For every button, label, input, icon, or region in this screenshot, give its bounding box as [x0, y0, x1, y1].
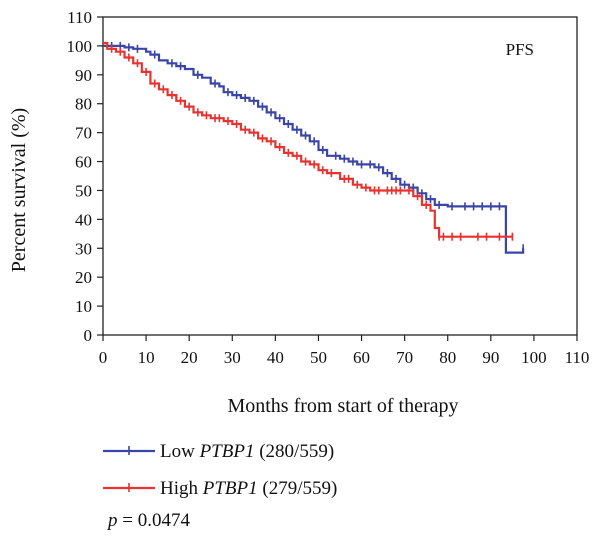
legend-label-gene: PTBP1	[202, 478, 258, 499]
y-axis: 0 10 20 30 40 50 60 70 80 90 100 110	[67, 8, 103, 345]
legend-label: Low PTBP1 (280/559)	[160, 441, 334, 462]
y-tick-label: 80	[75, 95, 92, 114]
series-low-ptbp1	[103, 41, 525, 254]
legend: Low PTBP1 (280/559) High PTBP1 (279/559)	[103, 441, 337, 499]
plot-area: 0 10 20 30 40 50 60 70 80 90 100 110 0 10 20 30 40 50 60 7…	[67, 8, 590, 367]
y-tick-label: 70	[75, 124, 92, 143]
x-tick-label: 100	[521, 348, 547, 367]
x-tick-label: 60	[353, 348, 370, 367]
y-tick-label: 100	[67, 37, 93, 56]
legend-label-prefix: High	[160, 478, 203, 499]
x-tick-label: 90	[482, 348, 499, 367]
legend-item-high: High PTBP1 (279/559)	[103, 478, 337, 499]
y-tick-label: 50	[75, 181, 92, 200]
y-tick-label: 10	[75, 297, 92, 316]
y-tick-label: 0	[84, 326, 93, 345]
legend-label-prefix: Low	[160, 441, 200, 462]
p-value-text: = 0.0474	[118, 510, 191, 531]
y-tick-label: 40	[75, 210, 92, 229]
x-tick-label: 40	[267, 348, 284, 367]
y-tick-label: 90	[75, 66, 92, 85]
x-axis: 0 10 20 30 40 50 60 70 80 90 100 110	[99, 335, 590, 367]
x-tick-label: 0	[99, 348, 108, 367]
survival-curve	[103, 44, 525, 254]
pfs-annotation: PFS	[506, 40, 534, 59]
y-tick-label: 60	[75, 153, 92, 172]
survival-curve	[103, 41, 513, 238]
legend-label: High PTBP1 (279/559)	[160, 478, 337, 499]
legend-item-low: Low PTBP1 (280/559)	[103, 441, 334, 462]
x-tick-label: 50	[310, 348, 327, 367]
p-value: p = 0.0474	[106, 510, 190, 531]
series-high-ptbp1	[103, 41, 514, 241]
x-tick-label: 110	[565, 348, 590, 367]
series-layer	[103, 41, 525, 254]
y-tick-label: 20	[75, 268, 92, 287]
legend-label-suffix: (280/559)	[254, 441, 334, 462]
y-axis-title: Percent survival (%)	[8, 108, 30, 272]
x-tick-label: 70	[396, 348, 413, 367]
y-tick-label: 110	[67, 8, 92, 27]
plot-frame	[102, 16, 578, 336]
x-tick-label: 30	[224, 348, 241, 367]
x-tick-label: 20	[181, 348, 198, 367]
legend-label-gene: PTBP1	[199, 441, 255, 462]
y-tick-label: 30	[75, 239, 92, 258]
x-axis-title: Months from start of therapy	[227, 395, 458, 417]
p-value-symbol: p	[106, 510, 118, 531]
x-tick-label: 10	[138, 348, 155, 367]
x-tick-label: 80	[439, 348, 456, 367]
legend-label-suffix: (279/559)	[258, 478, 338, 499]
